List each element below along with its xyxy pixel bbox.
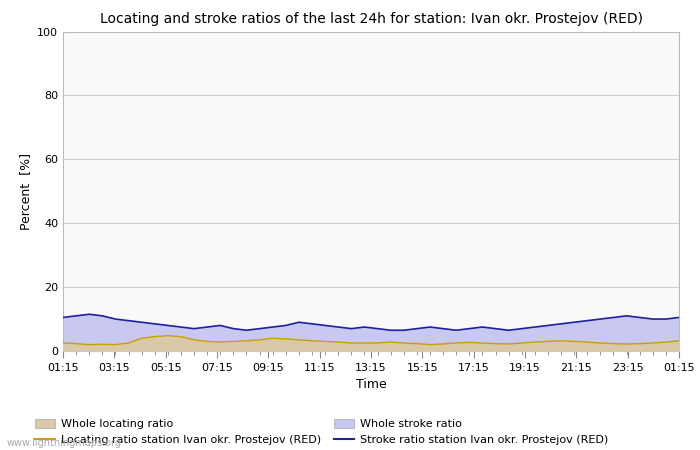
X-axis label: Time: Time xyxy=(356,378,386,392)
Text: www.lightningmaps.org: www.lightningmaps.org xyxy=(7,438,122,448)
Title: Locating and stroke ratios of the last 24h for station: Ivan okr. Prostejov (RED: Locating and stroke ratios of the last 2… xyxy=(99,12,643,26)
Y-axis label: Percent  [%]: Percent [%] xyxy=(19,153,32,230)
Legend: Whole locating ratio, Locating ratio station Ivan okr. Prostejov (RED), Whole st: Whole locating ratio, Locating ratio sta… xyxy=(31,414,612,450)
